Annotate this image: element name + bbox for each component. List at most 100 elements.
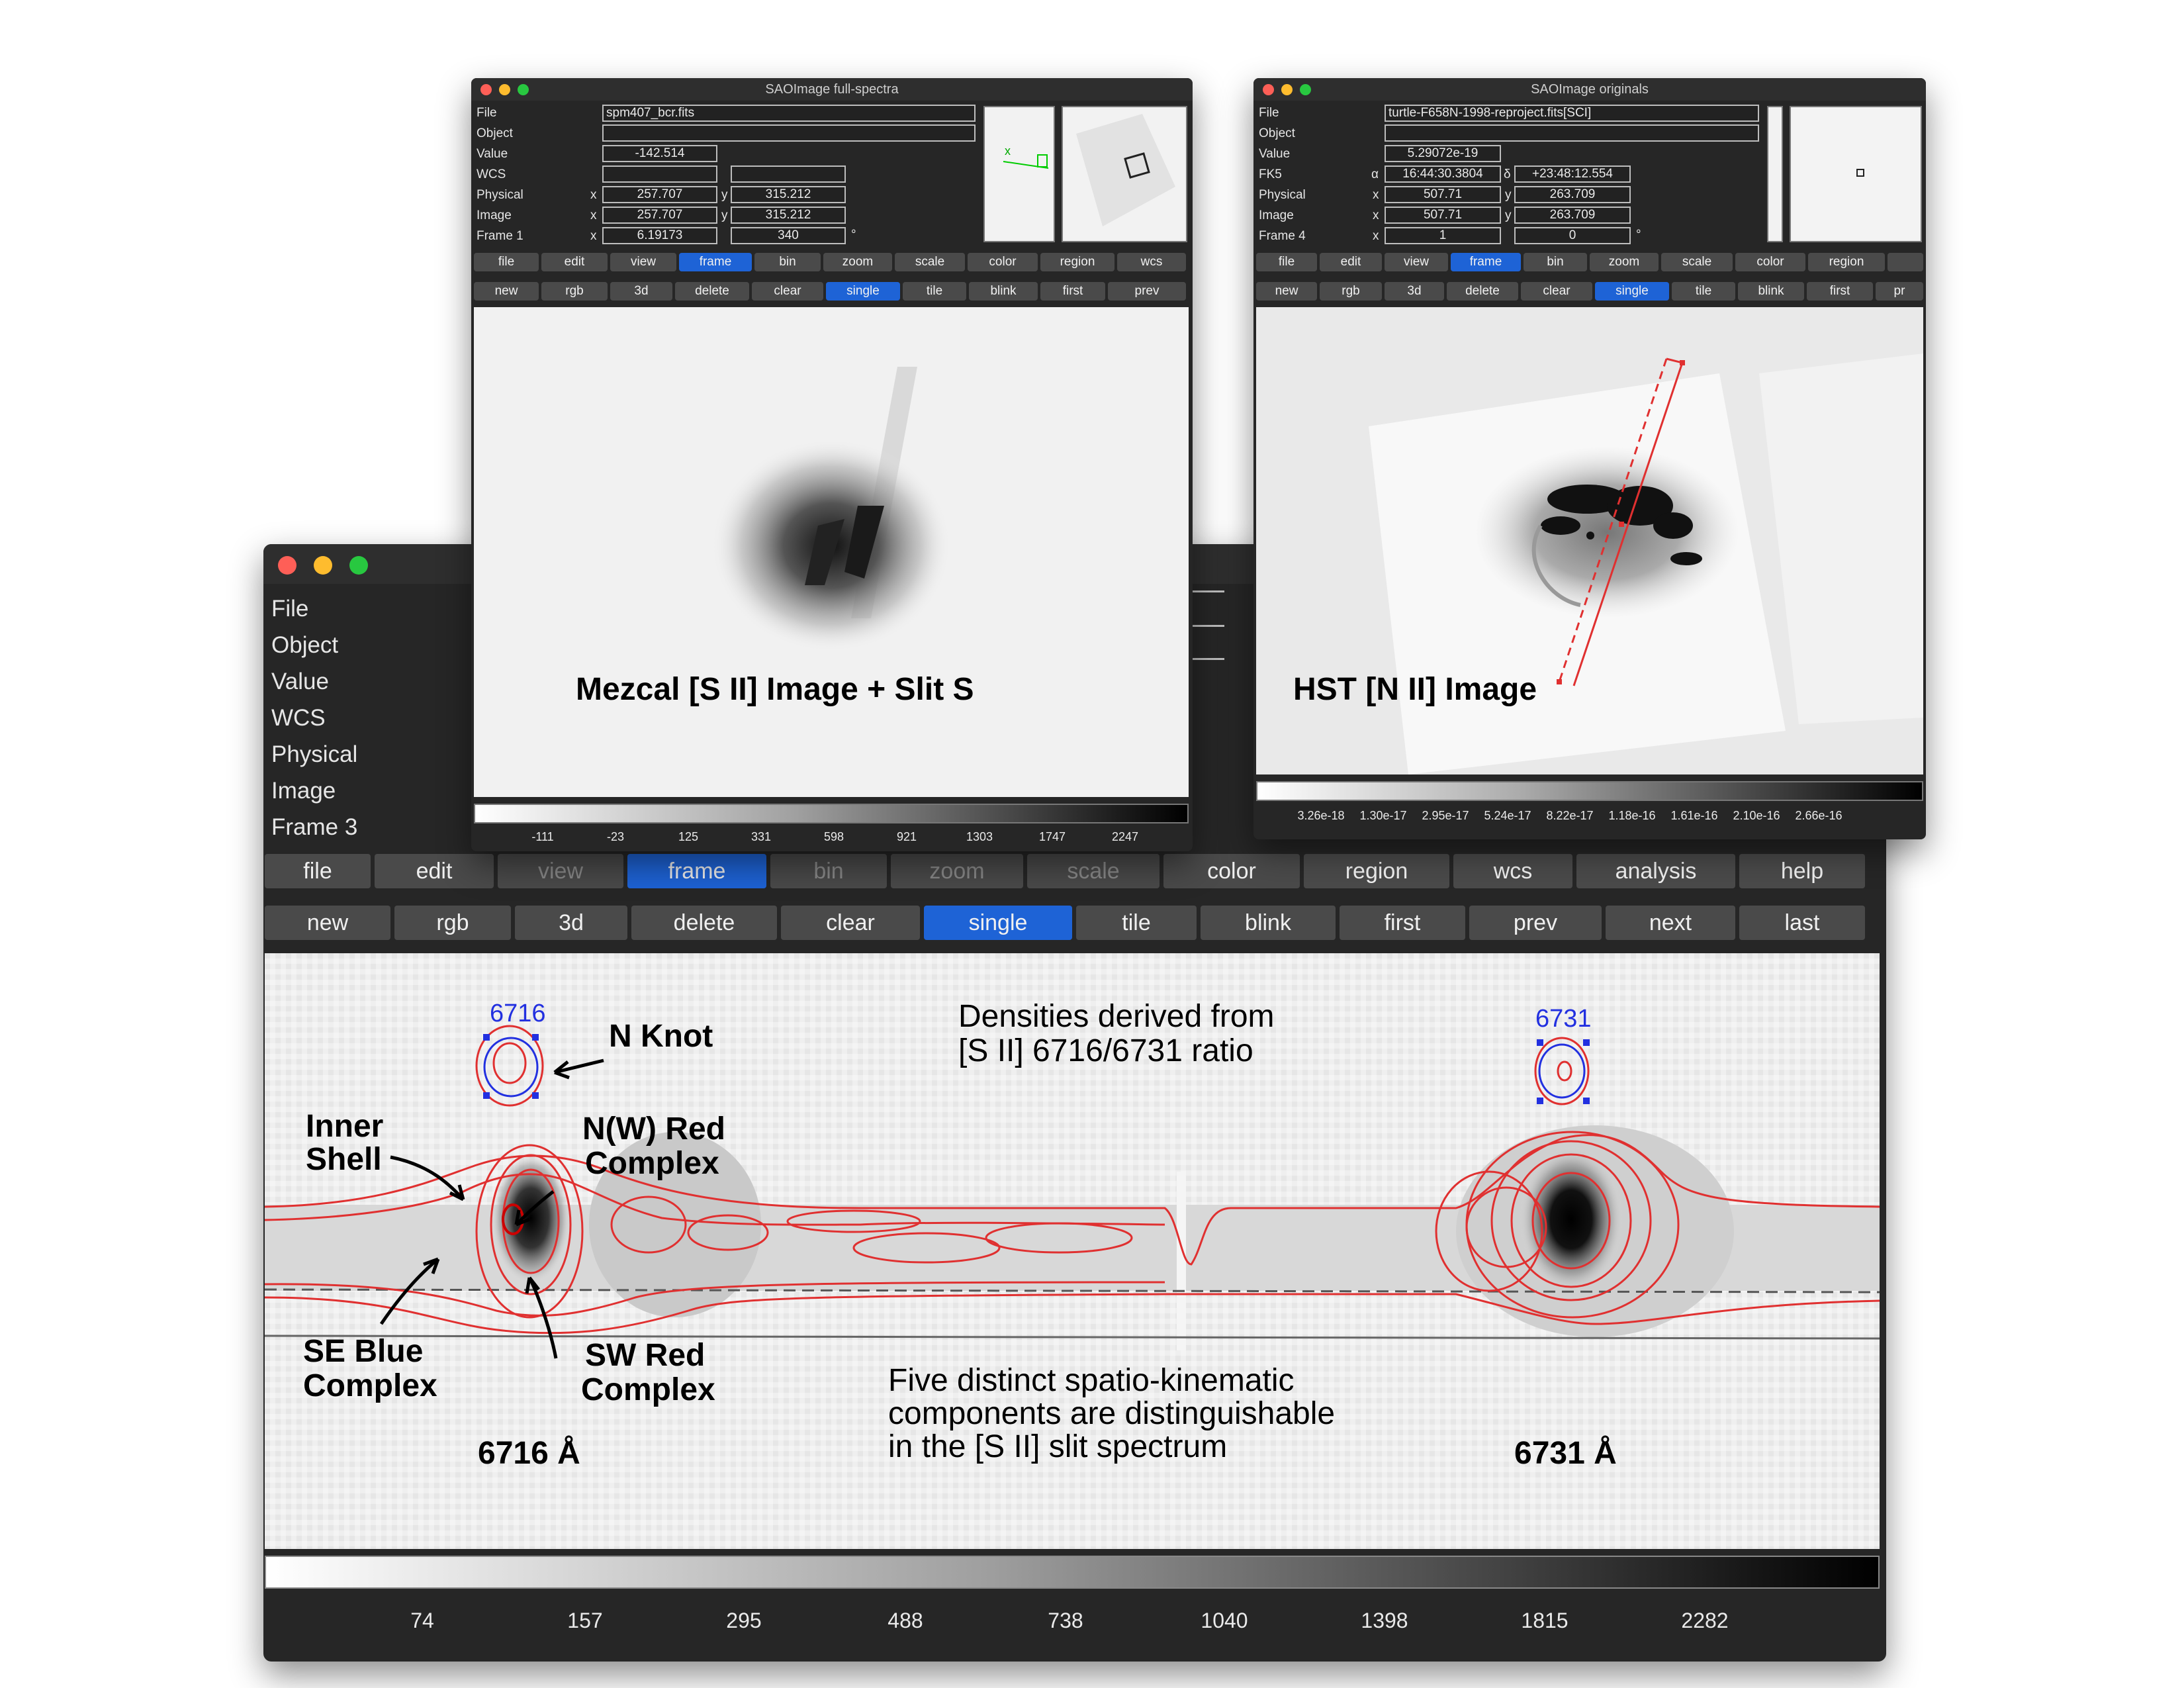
button-blink[interactable]: blink xyxy=(969,282,1038,301)
button-single[interactable]: single xyxy=(1595,282,1669,301)
info-label-object: Object xyxy=(271,632,339,658)
button-tile[interactable]: tile xyxy=(903,282,966,301)
button-3d[interactable]: 3d xyxy=(610,282,672,301)
button-prev[interactable]: prev xyxy=(1469,906,1602,940)
hst-image xyxy=(1256,307,1923,774)
menu-region[interactable]: region xyxy=(1808,253,1885,271)
w1-image-canvas[interactable]: Mezcal [S II] Image + Slit S xyxy=(474,307,1189,797)
button-tile[interactable]: tile xyxy=(1672,282,1735,301)
axis-x-label: x xyxy=(590,209,597,222)
menu-color[interactable]: color xyxy=(1735,253,1805,271)
minimize-button[interactable] xyxy=(499,84,510,95)
button-blink[interactable]: blink xyxy=(1201,906,1336,940)
zoom-button[interactable] xyxy=(518,84,529,95)
button-first[interactable]: first xyxy=(1340,906,1465,940)
menu-edit[interactable]: edit xyxy=(1320,253,1382,271)
button-new[interactable]: new xyxy=(474,282,539,301)
button-rgb[interactable]: rgb xyxy=(1320,282,1382,301)
button-prev[interactable]: pr xyxy=(1876,282,1923,301)
info-label-frame: Frame 3 xyxy=(271,814,358,840)
minimize-button[interactable] xyxy=(1281,84,1293,95)
info-label-file: File xyxy=(271,596,309,622)
zoom-button[interactable] xyxy=(349,556,368,575)
button-rgb[interactable]: rgb xyxy=(541,282,608,301)
menu-scale[interactable]: scale xyxy=(1027,854,1160,888)
w1-colorbar[interactable] xyxy=(474,804,1189,823)
object-field[interactable] xyxy=(602,124,976,142)
object-field[interactable] xyxy=(1385,124,1759,142)
menu-color[interactable]: color xyxy=(1163,854,1300,888)
button-first[interactable]: first xyxy=(1807,282,1873,301)
button-tile[interactable]: tile xyxy=(1076,906,1197,940)
panner-panel[interactable] xyxy=(1062,106,1187,242)
menu-zoom[interactable]: zoom xyxy=(891,854,1023,888)
menu-bin[interactable]: bin xyxy=(1524,253,1587,271)
menu-wcs[interactable]: wcs xyxy=(1453,854,1572,888)
menu-help[interactable]: help xyxy=(1739,854,1865,888)
colorbar-tick: 2.66e-16 xyxy=(1795,809,1843,822)
info-label-frame: Frame 4 xyxy=(1259,229,1306,243)
button-delete[interactable]: delete xyxy=(1447,282,1518,301)
colorbar-tick: 1747 xyxy=(1038,830,1066,843)
main-colorbar[interactable] xyxy=(265,1556,1880,1589)
minimize-button[interactable] xyxy=(314,556,332,575)
menu-analysis[interactable]: analysis xyxy=(1576,854,1735,888)
menu-frame[interactable]: frame xyxy=(627,854,766,888)
button-prev[interactable]: prev xyxy=(1108,282,1186,301)
menu-more[interactable] xyxy=(1888,253,1923,271)
panner-panel[interactable] xyxy=(1790,106,1922,242)
button-3d[interactable]: 3d xyxy=(1385,282,1444,301)
button-clear[interactable]: clear xyxy=(1521,282,1592,301)
w2-colorbar[interactable] xyxy=(1256,781,1923,801)
button-single[interactable]: single xyxy=(924,906,1072,940)
menu-file[interactable]: file xyxy=(474,253,539,271)
menu-view[interactable]: view xyxy=(498,854,623,888)
button-new[interactable]: new xyxy=(1256,282,1317,301)
button-new[interactable]: new xyxy=(265,906,390,940)
menu-region[interactable]: region xyxy=(1040,253,1115,271)
button-first[interactable]: first xyxy=(1040,282,1105,301)
menu-frame[interactable]: frame xyxy=(1451,253,1521,271)
button-3d[interactable]: 3d xyxy=(515,906,627,940)
file-field[interactable]: spm407_bcr.fits xyxy=(602,105,976,122)
menu-region[interactable]: region xyxy=(1304,854,1449,888)
button-last[interactable]: last xyxy=(1739,906,1865,940)
menu-edit[interactable]: edit xyxy=(541,253,608,271)
button-single[interactable]: single xyxy=(826,282,900,301)
menu-color[interactable]: color xyxy=(968,253,1038,271)
menu-zoom[interactable]: zoom xyxy=(823,253,892,271)
menu-scale[interactable]: scale xyxy=(1661,253,1733,271)
close-button[interactable] xyxy=(480,84,492,95)
info-label-value: Value xyxy=(1259,147,1291,161)
spectrum-canvas[interactable]: 6716 6731 N Knot Densities derived from … xyxy=(265,953,1880,1549)
value-field: -142.514 xyxy=(602,145,717,162)
zoom-button[interactable] xyxy=(1300,84,1311,95)
button-next[interactable]: next xyxy=(1606,906,1735,940)
menu-wcs[interactable]: wcs xyxy=(1117,253,1186,271)
close-button[interactable] xyxy=(1263,84,1274,95)
button-rgb[interactable]: rgb xyxy=(394,906,511,940)
menu-frame[interactable]: frame xyxy=(679,253,752,271)
info-label-frame: Frame 1 xyxy=(477,229,523,243)
info-label-value: Value xyxy=(271,669,329,694)
w2-image-canvas[interactable]: HST [N II] Image xyxy=(1256,307,1923,774)
button-delete[interactable]: delete xyxy=(675,282,749,301)
button-delete[interactable]: delete xyxy=(631,906,777,940)
menu-view[interactable]: view xyxy=(610,253,676,271)
file-field[interactable]: turtle-F658N-1998-reproject.fits[SCI] xyxy=(1385,105,1759,122)
menu-bin[interactable]: bin xyxy=(770,854,887,888)
menu-bin[interactable]: bin xyxy=(754,253,821,271)
menu-zoom[interactable]: zoom xyxy=(1590,253,1659,271)
menu-view[interactable]: view xyxy=(1385,253,1448,271)
colorbar-tick: 921 xyxy=(896,830,917,843)
button-clear[interactable]: clear xyxy=(752,282,823,301)
button-clear[interactable]: clear xyxy=(781,906,920,940)
button-blink[interactable]: blink xyxy=(1738,282,1804,301)
close-button[interactable] xyxy=(278,556,296,575)
menu-scale[interactable]: scale xyxy=(895,253,965,271)
menu-file[interactable]: file xyxy=(265,854,371,888)
axis-y-label: y xyxy=(721,188,728,202)
frame-angle-field: 340 xyxy=(731,227,846,244)
menu-edit[interactable]: edit xyxy=(375,854,494,888)
menu-file[interactable]: file xyxy=(1256,253,1317,271)
